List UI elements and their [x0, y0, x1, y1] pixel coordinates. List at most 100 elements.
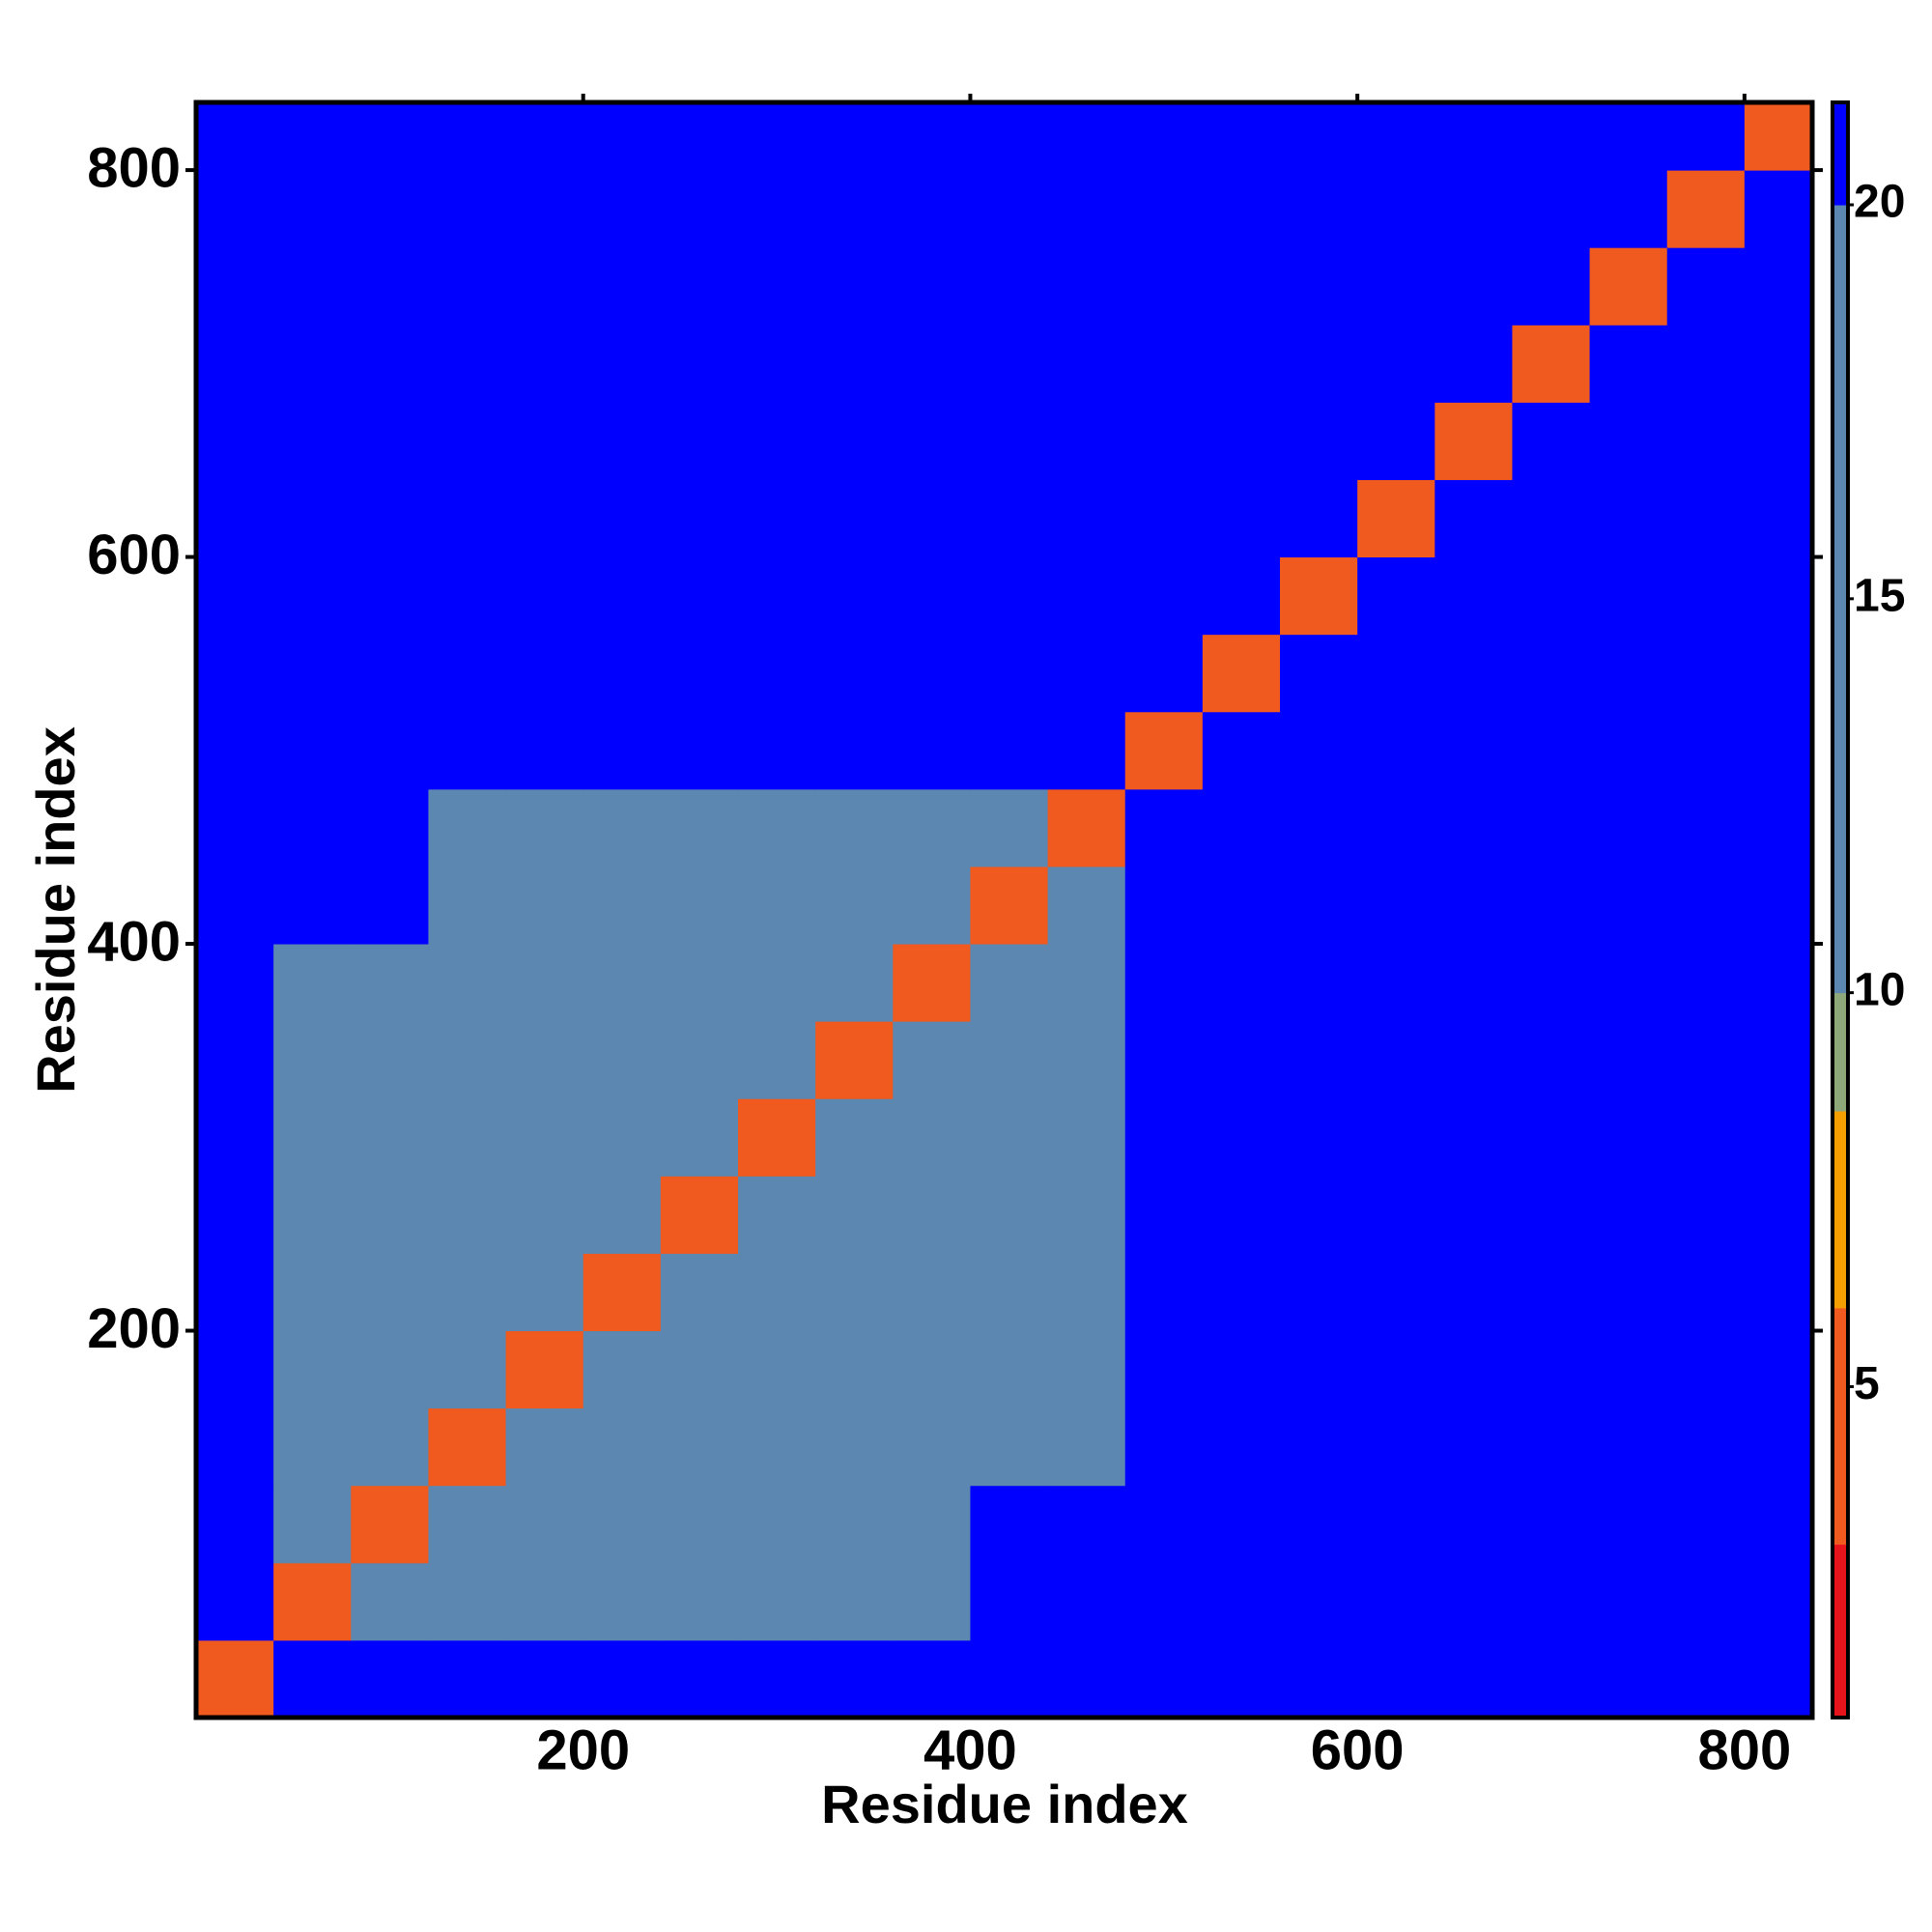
heatmap-cell	[196, 1098, 274, 1177]
heatmap-cell	[1589, 1407, 1668, 1487]
heatmap-cell	[196, 479, 274, 558]
heatmap-cell	[815, 1485, 894, 1564]
heatmap-cell	[738, 866, 816, 945]
heatmap-cell	[1202, 325, 1281, 403]
heatmap-cell	[505, 1407, 584, 1487]
heatmap-cell	[1589, 247, 1668, 326]
colorbar-tick-label: 5	[1854, 1358, 1880, 1409]
heatmap-cell	[893, 1330, 971, 1409]
heatmap-cell	[815, 247, 894, 326]
heatmap-cell	[1202, 1330, 1281, 1409]
heatmap-cell	[273, 479, 352, 558]
heatmap-cell	[738, 479, 816, 558]
heatmap-cell	[1512, 711, 1591, 790]
heatmap-cell	[1202, 556, 1281, 636]
heatmap-cell	[893, 866, 971, 945]
heatmap-cell	[273, 102, 352, 171]
heatmap-cell	[660, 402, 739, 480]
heatmap-cell	[1124, 247, 1204, 326]
heatmap-cell	[1666, 1176, 1746, 1254]
heatmap-cell	[1744, 1639, 1813, 1719]
heatmap-cell	[1744, 1253, 1813, 1332]
heatmap-cell	[1047, 1485, 1126, 1564]
colorbar-band	[1833, 205, 1848, 994]
colorbar-tick-label: 15	[1854, 571, 1905, 622]
heatmap-cell	[1202, 1562, 1281, 1641]
heatmap-cell	[505, 866, 584, 945]
heatmap-cell	[1512, 556, 1591, 636]
heatmap-cell	[351, 944, 429, 1022]
heatmap-cell	[815, 1407, 894, 1487]
heatmap-cell	[428, 1639, 507, 1719]
heatmap-cell	[970, 1176, 1049, 1254]
heatmap-cell	[1202, 402, 1281, 480]
heatmap-cell	[351, 788, 429, 867]
heatmap-cell	[660, 1253, 739, 1332]
heatmap-cell	[1202, 1021, 1281, 1099]
heatmap-cell	[351, 102, 429, 171]
heatmap-cell	[428, 479, 507, 558]
heatmap-cell	[1744, 247, 1813, 326]
heatmap-cell	[1357, 556, 1435, 636]
y-tick-label: 400	[87, 910, 181, 973]
heatmap-cell	[505, 711, 584, 790]
heatmap-cell	[1047, 1176, 1126, 1254]
x-tick-label: 600	[1311, 1719, 1405, 1781]
heatmap-cell	[428, 325, 507, 403]
heatmap-cell	[428, 634, 507, 713]
heatmap-cell	[893, 1639, 971, 1719]
heatmap-cell	[1666, 1407, 1746, 1487]
heatmap-cell	[351, 1098, 429, 1177]
heatmap-cell	[582, 711, 662, 790]
heatmap-cell	[738, 402, 816, 480]
heatmap-cell	[1202, 866, 1281, 945]
heatmap-cell	[505, 1485, 584, 1564]
heatmap-cell	[1357, 1253, 1435, 1332]
heatmap-cell	[1124, 1176, 1204, 1254]
heatmap-cell	[1435, 788, 1513, 867]
heatmap-cell	[1512, 866, 1591, 945]
heatmap-cell	[1435, 1562, 1513, 1641]
heatmap-cell	[273, 1253, 352, 1332]
heatmap-cell	[582, 325, 662, 403]
heatmap-cell	[893, 170, 971, 248]
heatmap-cell	[351, 247, 429, 326]
heatmap-cell	[428, 711, 507, 790]
heatmap-cell	[1202, 788, 1281, 867]
heatmap-cell	[893, 711, 971, 790]
heatmap-cell	[1589, 944, 1668, 1022]
heatmap-cell	[1435, 634, 1513, 713]
heatmap-cell	[660, 634, 739, 713]
heatmap-cell	[428, 1485, 507, 1564]
heatmap-cell	[351, 1407, 429, 1487]
heatmap-cell	[1589, 1485, 1668, 1564]
heatmap-cell	[273, 711, 352, 790]
heatmap-cell	[1666, 1330, 1746, 1409]
heatmap-cell	[196, 556, 274, 636]
heatmap-cell	[970, 1562, 1049, 1641]
heatmap-cell	[1435, 479, 1513, 558]
heatmap-cell	[1666, 711, 1746, 790]
heatmap-cell	[196, 1176, 274, 1254]
heatmap-cell	[273, 1330, 352, 1409]
heatmap-cell	[1202, 102, 1281, 171]
heatmap-cell	[505, 1639, 584, 1719]
heatmap-cell	[1047, 711, 1126, 790]
heatmap-cell	[1744, 788, 1813, 867]
heatmap-cell	[1744, 1176, 1813, 1254]
heatmap-cell	[1435, 1330, 1513, 1409]
heatmap-cell	[1435, 170, 1513, 248]
heatmap-cell	[1589, 1253, 1668, 1332]
heatmap-cell	[351, 556, 429, 636]
heatmap-cell	[1280, 944, 1358, 1022]
heatmap-cell	[1202, 1407, 1281, 1487]
heatmap-cell	[970, 170, 1049, 248]
heatmap-cell	[970, 788, 1049, 867]
heatmap-cell	[1589, 556, 1668, 636]
heatmap-cell	[428, 247, 507, 326]
heatmap-cell	[1280, 479, 1358, 558]
heatmap-cell	[1047, 944, 1126, 1022]
heatmap-cell	[1512, 102, 1591, 171]
heatmap-cell	[1512, 1562, 1591, 1641]
heatmap-cell	[1202, 1098, 1281, 1177]
